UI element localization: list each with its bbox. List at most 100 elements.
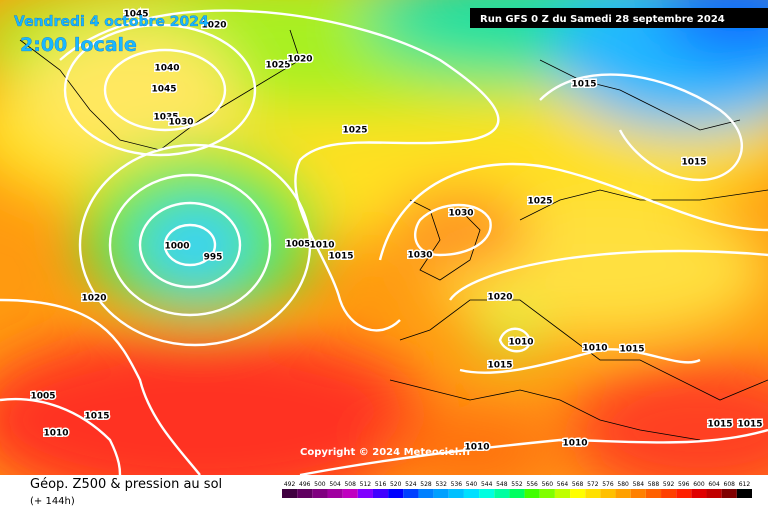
legend-label: 528 — [420, 481, 432, 488]
legend-label: 536 — [451, 481, 463, 488]
isobar-label: 1010 — [508, 338, 533, 348]
isobar-labels: 1045102010251020104010451035103010251015… — [29, 8, 764, 454]
legend-label: 520 — [390, 481, 402, 488]
isobar-label: 1020 — [287, 55, 312, 65]
legend-swatch — [554, 489, 571, 498]
legend-label: 548 — [496, 481, 508, 488]
isobar-label: 1030 — [448, 209, 473, 219]
isobar-label: 1015 — [487, 361, 512, 371]
isobar-label: 1015 — [571, 80, 596, 90]
isobar-label: 1045 — [123, 10, 148, 20]
legend-swatch — [585, 489, 601, 498]
run-box — [470, 8, 768, 28]
legend-label: 560 — [542, 481, 554, 488]
isobar-label: 1030 — [407, 251, 432, 261]
coastlines — [19, 29, 768, 441]
legend-label: 572 — [587, 481, 599, 488]
legend-swatch — [327, 489, 343, 498]
isobar-label: 995 — [204, 253, 223, 263]
legend-swatch — [615, 489, 631, 498]
legend-label: 596 — [678, 481, 690, 488]
legend-label: 604 — [708, 481, 720, 488]
legend-label: 516 — [375, 481, 387, 488]
legend-label: 552 — [511, 481, 523, 488]
legend-label: 608 — [724, 481, 736, 488]
isobar-label: 1025 — [527, 197, 552, 207]
legend-label: 540 — [466, 481, 478, 488]
isobar-label: 1020 — [81, 294, 106, 304]
legend-swatch — [691, 489, 707, 498]
legend-swatch — [661, 489, 677, 498]
legend-swatch — [403, 489, 419, 498]
legend-swatch — [463, 489, 480, 498]
valid-date: Vendredi 4 octobre 2024 — [14, 14, 209, 30]
legend-swatch — [357, 489, 373, 498]
local-time: 2:00 locale — [20, 34, 137, 56]
legend-swatch — [297, 489, 313, 498]
legend-swatch — [645, 489, 662, 498]
legend-swatch — [630, 489, 646, 498]
isobar-label: 1015 — [619, 345, 644, 355]
legend-label: 612 — [739, 481, 751, 488]
legend-label: 532 — [435, 481, 447, 488]
legend-label: 592 — [663, 481, 675, 488]
legend-label: 584 — [633, 481, 645, 488]
legend-swatch — [524, 489, 540, 498]
legend-label: 524 — [405, 481, 417, 488]
isobar-label: 1015 — [84, 412, 109, 422]
legend-swatch — [372, 489, 389, 498]
legend-swatch — [570, 489, 586, 498]
isobar-label: 1030 — [168, 118, 193, 128]
isobar-label: 1010 — [43, 429, 68, 439]
footer-title: Géop. Z500 & pression au sol — [30, 477, 222, 492]
legend-label: 564 — [557, 481, 569, 488]
legend-swatch — [539, 489, 555, 498]
legend-label: 600 — [693, 481, 705, 488]
legend-swatch — [600, 489, 616, 498]
legend-label: 500 — [314, 481, 326, 488]
legend-label: 556 — [526, 481, 538, 488]
legend-swatch — [388, 489, 404, 498]
isobar-label: 1005 — [30, 392, 55, 402]
legend-label: 512 — [360, 481, 372, 488]
isobar-label: 1005 — [285, 240, 310, 250]
legend-swatch — [509, 489, 525, 498]
legend-label: 588 — [648, 481, 660, 488]
legend-swatch — [448, 489, 464, 498]
isobar-label: 1025 — [265, 61, 290, 71]
isobar-label: 1020 — [487, 293, 512, 303]
copyright: Copyright © 2024 Meteociel.fr — [300, 447, 471, 458]
legend-swatch — [433, 489, 449, 498]
legend-swatch — [721, 489, 737, 498]
legend-swatch — [706, 489, 722, 498]
legend-label: 580 — [617, 481, 629, 488]
legend-label: 508 — [344, 481, 356, 488]
isobar-label: 1015 — [737, 420, 762, 430]
legend-label: 568 — [572, 481, 584, 488]
legend-swatch — [479, 489, 495, 498]
footer-lead: (+ 144h) — [30, 496, 75, 507]
legend-swatch — [312, 489, 328, 498]
legend-swatch — [736, 489, 752, 498]
isobar-label: 1035 — [153, 113, 178, 123]
isobar-label: 1010 — [562, 439, 587, 449]
isobar-label: 1015 — [681, 158, 706, 168]
isobar-label: 1015 — [328, 252, 353, 262]
run-info: Run GFS 0 Z du Samedi 28 septembre 2024 — [480, 14, 725, 25]
isobar-label: 1010 — [464, 443, 489, 453]
legend-swatch — [282, 489, 298, 498]
legend-label: 576 — [602, 481, 614, 488]
isobar-label: 1025 — [342, 126, 367, 136]
legend-label: 544 — [481, 481, 493, 488]
isobar-label: 1015 — [707, 420, 732, 430]
legend-label: 492 — [284, 481, 296, 488]
isobar-label: 1010 — [582, 344, 607, 354]
isobar-label: 1020 — [201, 21, 226, 31]
isobars — [0, 9, 768, 475]
color-legend: 492 496 500 504 508 512 516 520 524 528 532 536 540 5… — [282, 481, 752, 498]
isobar-label: 1010 — [309, 241, 334, 251]
legend-swatch — [676, 489, 692, 498]
legend-swatch — [494, 489, 510, 498]
